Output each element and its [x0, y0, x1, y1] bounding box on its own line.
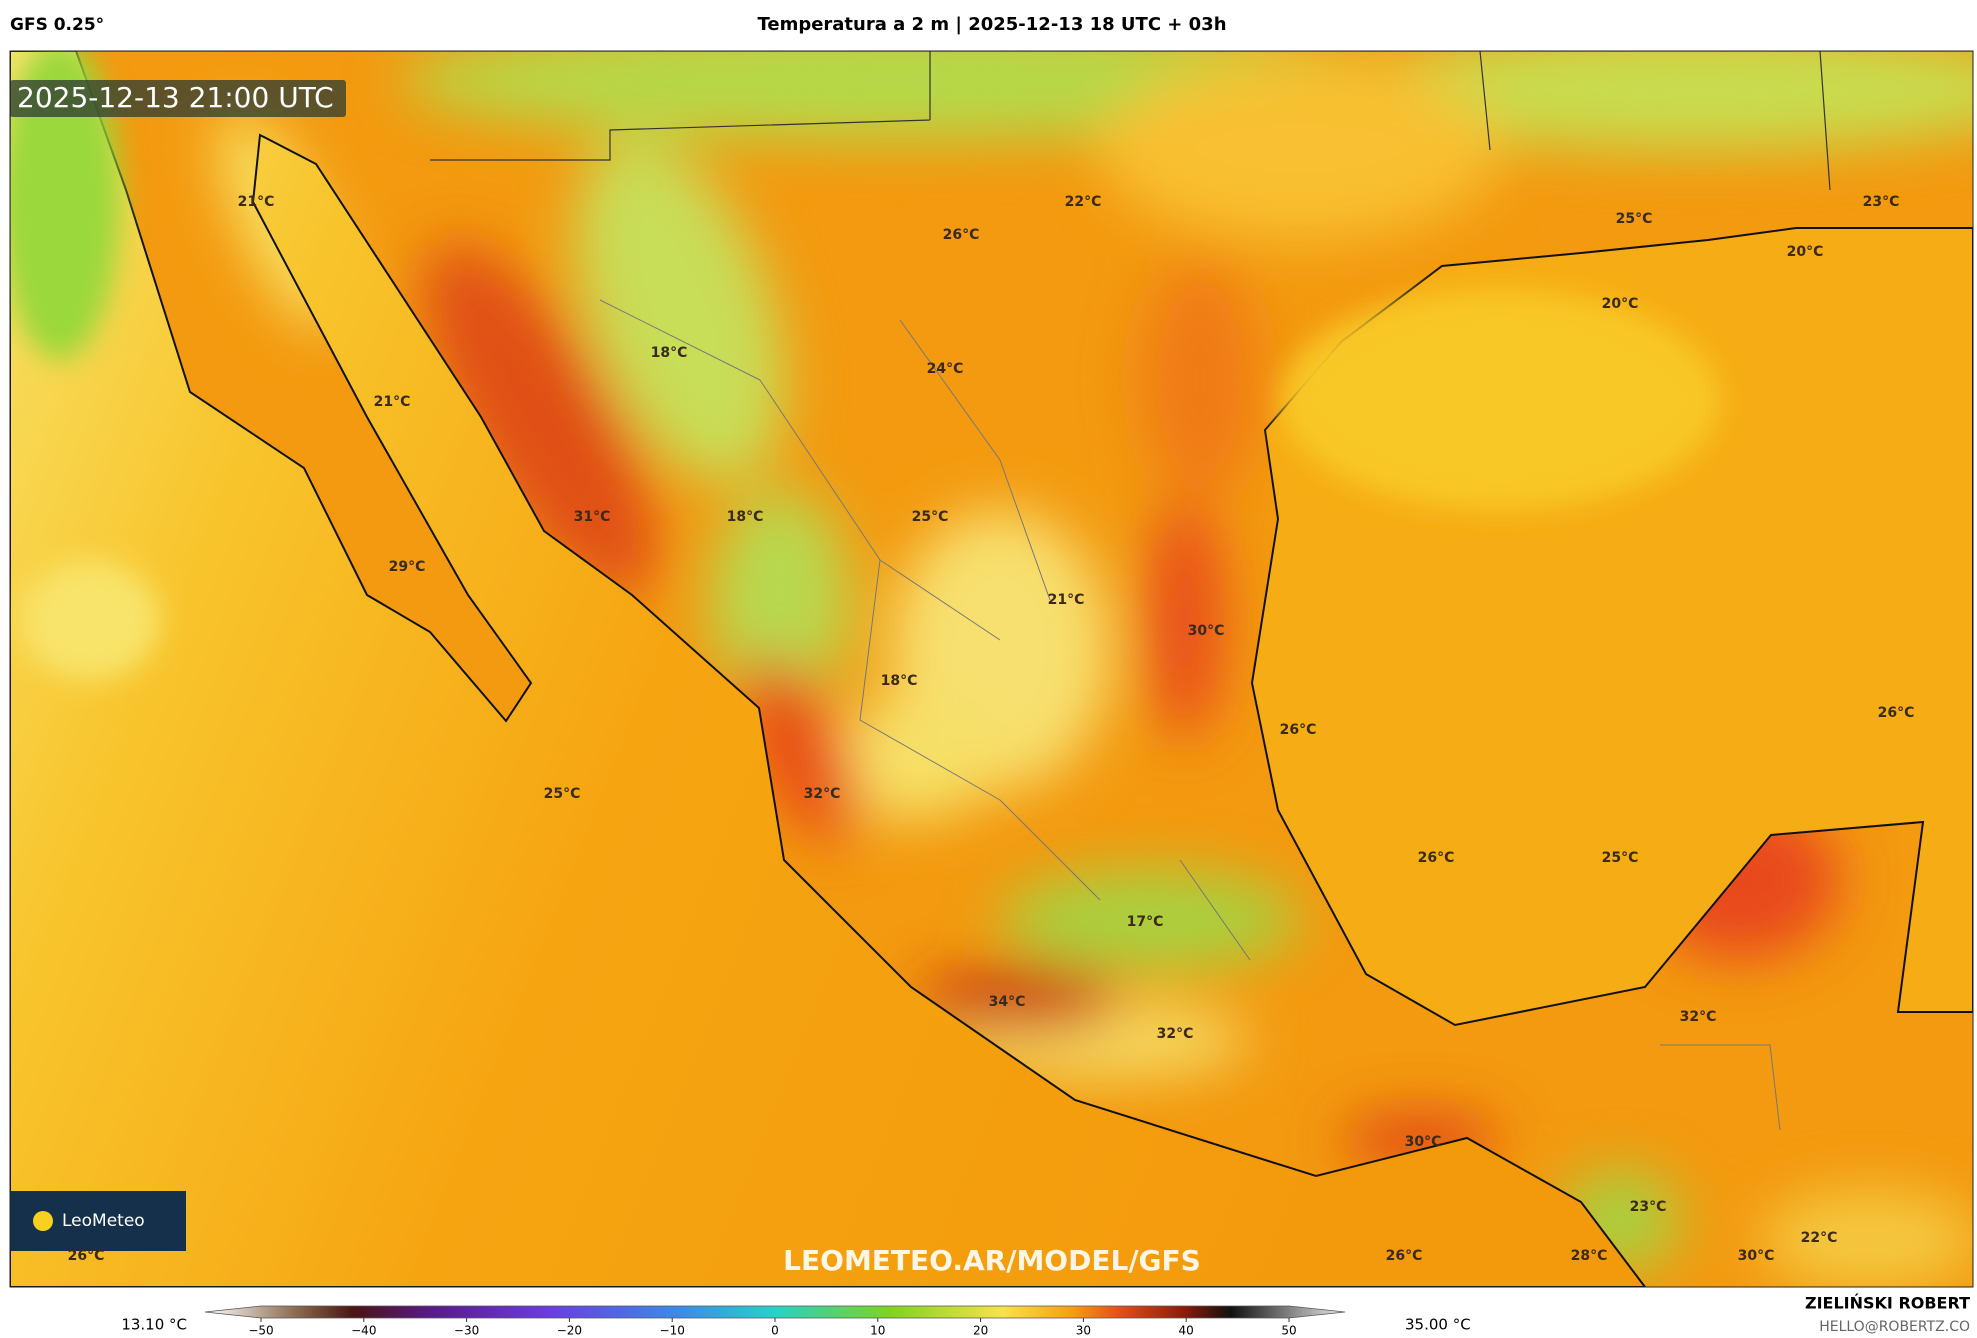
- temperature-label: 31°C: [574, 509, 611, 525]
- timestamp: 2025-12-13 21:00 UTC: [17, 81, 334, 114]
- temperature-label: 30°C: [1405, 1134, 1442, 1150]
- contact: HELLO@ROBERTZ.CO: [1819, 1319, 1970, 1335]
- temperature-label: 18°C: [727, 509, 764, 525]
- temperature-label: 26°C: [1418, 850, 1455, 866]
- temperature-label: 26°C: [1878, 705, 1915, 721]
- temperature-label: 22°C: [1065, 194, 1102, 210]
- temperature-label: 25°C: [912, 509, 949, 525]
- state-borders: [599, 299, 1781, 1131]
- temperature-label: 22°C: [1801, 1230, 1838, 1246]
- temperature-label: 21°C: [1048, 592, 1085, 608]
- author: ZIELIŃSKI ROBERT: [1805, 1294, 1970, 1313]
- temperature-label: 32°C: [1157, 1026, 1194, 1042]
- logo-sun: [33, 1211, 53, 1231]
- temperature-label: 21°C: [238, 194, 275, 210]
- model-name: GFS 0.25°: [10, 15, 104, 35]
- temperature-label: 30°C: [1188, 623, 1225, 639]
- logo: LeoMeteo: [62, 1211, 145, 1231]
- temperature-label: 32°C: [804, 786, 841, 802]
- temperature-label: 24°C: [927, 361, 964, 377]
- timestamp-box: [10, 80, 346, 117]
- colorbar-tick-label: −20: [557, 1324, 582, 1338]
- colorbar-tick-label: 40: [1179, 1324, 1194, 1338]
- temperature-label: 26°C: [68, 1248, 105, 1264]
- colorbar-tick-label: 0: [771, 1324, 779, 1338]
- colorbar-min: 13.10 °C: [121, 1316, 187, 1334]
- colorbar-tick-label: 50: [1281, 1324, 1296, 1338]
- map-frame: [9, 50, 1974, 1288]
- colorbar-tick-label: −40: [351, 1324, 376, 1338]
- temperature-label: 34°C: [989, 994, 1026, 1010]
- temperature-label: 32°C: [1680, 1009, 1717, 1025]
- temperature-label: 25°C: [544, 786, 581, 802]
- temperature-labels: 21°C 22°C 26°C 25°C 23°C 20°C 20°C 18°C 24°C 21°C…: [68, 194, 1915, 1264]
- land-field: [217, 51, 1973, 1287]
- map: 2025-12-13 21:00 UTC LeoMeteo LEOMETEO.A…: [10, 51, 1973, 1287]
- temperature-label: 18°C: [651, 345, 688, 361]
- colorbar-tick-label: −50: [248, 1324, 273, 1338]
- temperature-label: 25°C: [1616, 211, 1653, 227]
- temperature-label: 25°C: [1602, 850, 1639, 866]
- temperature-label: 18°C: [881, 673, 918, 689]
- temperature-label: 21°C: [374, 394, 411, 410]
- watermark: LEOMETEO.AR/MODEL/GFS: [783, 1244, 1201, 1277]
- temperature-label: 26°C: [943, 227, 980, 243]
- borders: [10, 51, 1973, 191]
- pacific-ocean: [10, 51, 1647, 1287]
- temperature-label: 23°C: [1630, 1199, 1667, 1215]
- temperature-label: 26°C: [1386, 1248, 1423, 1264]
- map-title: Temperatura a 2 m | 2025-12-13 18 UTC + …: [757, 14, 1226, 35]
- temperature-label: 17°C: [1127, 914, 1164, 930]
- temperature-label: 23°C: [1863, 194, 1900, 210]
- temperature-label: 28°C: [1571, 1248, 1608, 1264]
- sea-field: [10, 51, 1720, 680]
- temperature-label: 29°C: [389, 559, 426, 575]
- temperature-label: 30°C: [1738, 1248, 1775, 1264]
- temperature-label: 26°C: [1280, 722, 1317, 738]
- colorbar-tick-label: 10: [870, 1324, 885, 1338]
- temperature-label: 20°C: [1787, 244, 1824, 260]
- colorbar-tick-label: 20: [973, 1324, 988, 1338]
- colorbar-body: [204, 1305, 1346, 1319]
- colorbar-tick-label: −10: [660, 1324, 685, 1338]
- colorbar-tick-label: −30: [454, 1324, 479, 1338]
- colorbar-tick-label: 30: [1076, 1324, 1091, 1338]
- temperature-label: 20°C: [1602, 296, 1639, 312]
- colorbar-max: 35.00 °C: [1405, 1316, 1471, 1334]
- colorbar: −50 −40 −30 −20 −10 0 10 20 30 40 50: [204, 1305, 1346, 1338]
